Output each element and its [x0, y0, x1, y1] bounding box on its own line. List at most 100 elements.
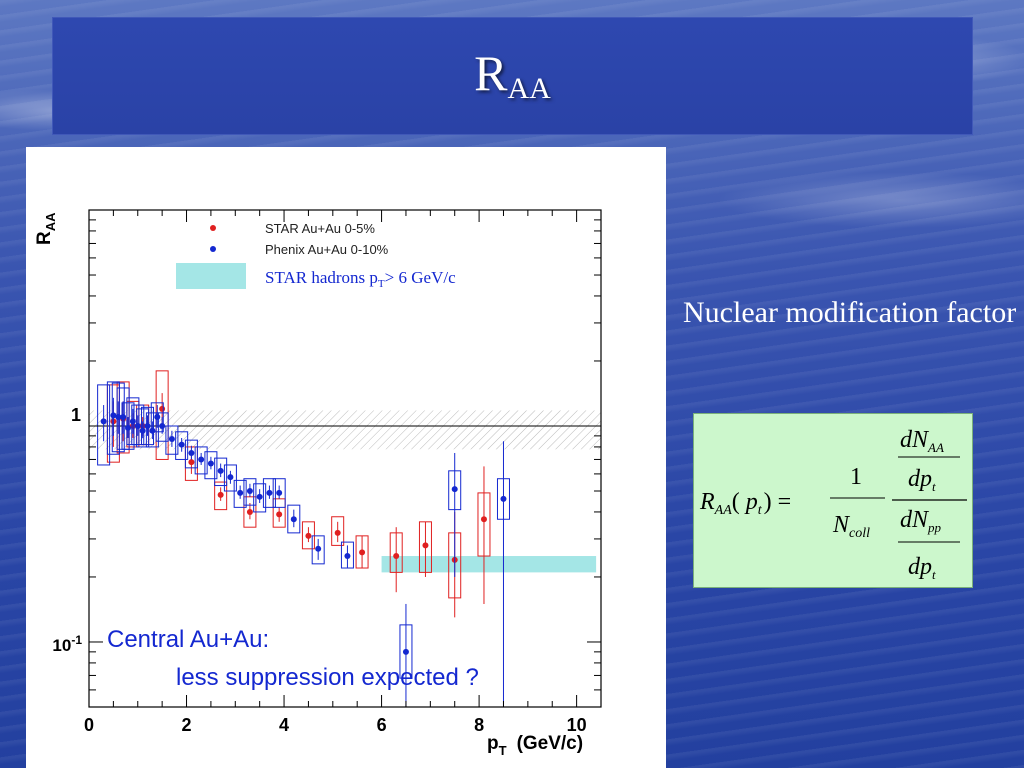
phenix-point — [188, 449, 195, 456]
phenix-point — [315, 545, 322, 552]
x-tick-label: 10 — [567, 715, 587, 735]
legend-band-swatch — [176, 263, 246, 289]
star-sys-box — [301, 521, 315, 550]
x-tick-label: 4 — [279, 715, 289, 735]
phenix-point — [256, 493, 263, 500]
phenix-point — [227, 474, 234, 481]
star-point — [246, 508, 253, 515]
phenix-point — [207, 460, 214, 467]
phenix-sys-box — [311, 535, 325, 565]
star-point — [217, 491, 224, 498]
phenix-point — [217, 467, 224, 474]
phenix-point — [120, 414, 127, 421]
x-tick-label: 0 — [84, 715, 94, 735]
phenix-point — [100, 418, 107, 425]
phenix-point — [276, 489, 283, 496]
phenix-sys-box — [243, 478, 257, 506]
den-top: dNpp — [900, 507, 942, 535]
star-point — [188, 459, 195, 466]
phenix-sys-box — [194, 446, 208, 475]
phenix-point — [237, 489, 244, 496]
phenix-sys-box — [223, 464, 237, 492]
den-bottom: dpt — [908, 554, 936, 582]
legend-phenix-marker — [210, 246, 216, 252]
x-tick-label: 8 — [474, 715, 484, 735]
raa-formula-box: RAA( pt) = 1 Ncoll dNAA dpt dNpp dpt — [693, 413, 973, 588]
phenix-sys-box — [214, 457, 228, 487]
phenix-point — [178, 441, 185, 448]
x-tick-label: 2 — [182, 715, 192, 735]
legend-phenix-label: Phenix Au+Au 0-10% — [265, 242, 389, 257]
star-point — [393, 553, 400, 560]
phenix-point — [149, 427, 156, 434]
phenix-point — [129, 418, 136, 425]
legend-star-marker — [210, 225, 216, 231]
coef-numerator: 1 — [850, 464, 862, 490]
bands-layer — [89, 410, 601, 573]
phenix-point — [159, 422, 166, 429]
phenix-sys-box — [97, 384, 111, 466]
phenix-sys-box — [141, 406, 155, 446]
raa-chart-figure: 0 2 4 6 8 10 RAA pT (GeV/c) 1 10-1 STAR Au+Au … — [26, 147, 666, 768]
phenix-sys-box — [184, 439, 198, 469]
y-axis-label: RAA — [34, 212, 58, 245]
axes-layer: 0 2 4 6 8 10 — [84, 209, 602, 735]
plot-frame — [88, 209, 602, 708]
legend-band-label: STAR hadrons pT> 6 GeV/c — [265, 268, 456, 290]
data-layer — [97, 370, 510, 707]
phenix-point — [144, 422, 151, 429]
phenix-point — [154, 414, 161, 421]
phenix-point — [134, 422, 141, 429]
phenix-point — [500, 495, 507, 502]
star-sys-box — [331, 516, 345, 546]
phenix-point — [290, 516, 297, 523]
legend-star-label: STAR Au+Au 0-5% — [265, 221, 375, 236]
slide-title: RAA — [474, 48, 551, 104]
title-bar: RAA — [52, 17, 973, 135]
y-tick-label-tenth: 10-1 — [52, 633, 82, 655]
title-subscript: AA — [507, 72, 551, 105]
star-point — [276, 511, 283, 518]
num-top: dNAA — [900, 427, 944, 455]
text-layer: RAA pT (GeV/c) 1 10-1 STAR Au+Au 0-5% Phe… — [34, 212, 583, 758]
phenix-sys-box — [150, 402, 164, 433]
num-bottom: dpt — [908, 466, 936, 494]
phenix-sys-box — [155, 412, 169, 442]
star-point — [334, 529, 341, 536]
reference-band — [89, 410, 601, 450]
title-main: R — [474, 45, 508, 101]
coef-denominator: Ncoll — [832, 512, 870, 541]
phenix-sys-box — [175, 431, 189, 460]
phenix-sys-box — [121, 402, 135, 450]
star-hadron-band — [381, 556, 597, 573]
star-point — [159, 405, 166, 412]
phenix-sys-box — [233, 479, 247, 508]
phenix-point — [451, 486, 458, 493]
star-sys-box — [214, 481, 228, 511]
star-point — [359, 549, 366, 556]
description-text: Nuclear modification factor — [683, 296, 1017, 329]
phenix-sys-box — [287, 504, 301, 534]
phenix-point — [402, 648, 409, 655]
x-axis-label: pT (GeV/c) — [487, 733, 583, 758]
annotation-line-2: less suppression expected ? — [176, 664, 479, 691]
formula-lhs: RAA( pt) = — [699, 489, 791, 518]
phenix-sys-box — [262, 478, 276, 508]
phenix-point — [266, 489, 273, 496]
star-point — [480, 516, 487, 523]
annotation-line-1: Central Au+Au: — [107, 626, 269, 653]
phenix-point — [125, 424, 132, 431]
phenix-sys-box — [253, 483, 267, 513]
star-point — [305, 532, 312, 539]
star-point — [422, 542, 429, 549]
phenix-point — [246, 488, 253, 495]
phenix-point — [344, 553, 351, 560]
phenix-sys-box — [204, 451, 218, 480]
phenix-sys-box — [131, 404, 145, 446]
phenix-point — [168, 436, 175, 443]
phenix-sys-box — [272, 478, 286, 508]
phenix-point — [139, 427, 146, 434]
raa-formula: RAA( pt) = 1 Ncoll dNAA dpt dNpp dpt — [699, 427, 967, 582]
phenix-sys-box — [145, 412, 159, 448]
phenix-point — [198, 456, 205, 463]
